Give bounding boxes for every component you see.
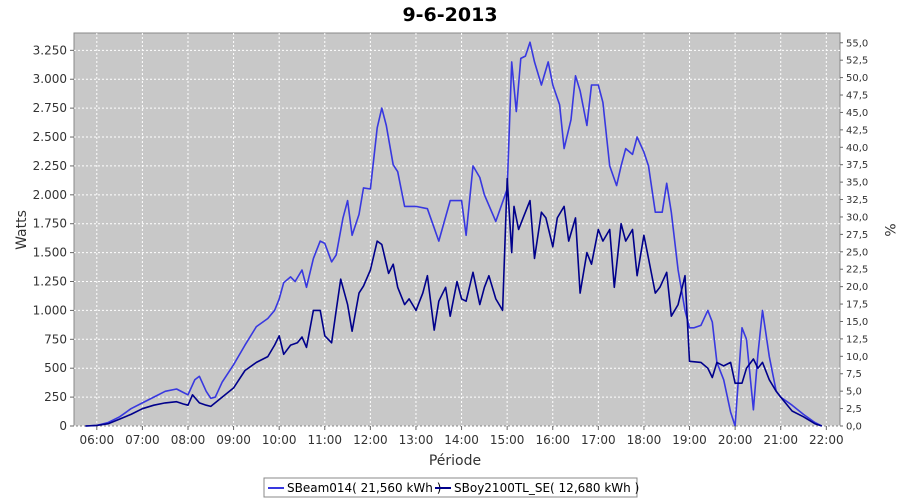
x-tick-label: 14:00 <box>444 433 479 447</box>
y2-tick-label: 2,5 <box>846 404 862 415</box>
series-layer <box>85 41 823 427</box>
y-tick-label: 1.000 <box>33 303 67 317</box>
y-tick-label: 0 <box>59 419 67 433</box>
y-tick-label: 250 <box>44 390 67 404</box>
y2-tick-label: 40,0 <box>846 143 868 154</box>
y2-tick-label: 42,5 <box>846 125 868 136</box>
grid <box>74 33 840 427</box>
x-tick-label: 18:00 <box>627 433 662 447</box>
chart-title: 9-6-2013 <box>402 4 497 26</box>
y-tick-label: 1.750 <box>33 217 67 231</box>
x-tick-label: 17:00 <box>581 433 616 447</box>
y2-axis-label: % <box>881 223 897 236</box>
x-tick-label: 15:00 <box>490 433 525 447</box>
y-tick-label: 3.000 <box>33 72 67 86</box>
x-tick-label: 07:00 <box>125 433 160 447</box>
y2-tick-label: 32,5 <box>846 195 868 206</box>
legend: SBeam014( 21,560 kWh ) SBoy2100TL_SE( 12… <box>263 477 639 498</box>
y-tick-label: 2.750 <box>33 101 67 115</box>
x-tick-label: 08:00 <box>171 433 206 447</box>
y2-tick-label: 7,5 <box>846 369 862 380</box>
y2-tick-label: 0,0 <box>846 422 862 433</box>
y2-tick-label: 5,0 <box>846 387 862 398</box>
x-tick-label: 06:00 <box>80 433 115 447</box>
series-line-1 <box>85 177 823 427</box>
y-tick-label: 2.500 <box>33 130 67 144</box>
x-tick-label: 09:00 <box>216 433 251 447</box>
x-tick-label: 13:00 <box>399 433 434 447</box>
x-tick-label: 11:00 <box>307 433 342 447</box>
x-axis-label: Période <box>429 453 481 469</box>
x-tick-label: 19:00 <box>672 433 707 447</box>
y2-tick-label: 37,5 <box>846 160 868 171</box>
x-tick-label: 16:00 <box>535 433 570 447</box>
y2-tick-label: 35,0 <box>846 178 868 189</box>
plot-area <box>73 32 841 427</box>
y-tick-label: 2.000 <box>33 188 67 202</box>
y2-tick-label: 52,5 <box>846 56 868 67</box>
y-axis-label: Watts <box>14 210 30 250</box>
y2-tick-label: 25,0 <box>846 247 868 258</box>
legend-entry-1: SBoy2100TL_SE( 12,680 kWh ) <box>454 481 639 495</box>
y-tick-label: 500 <box>44 361 67 375</box>
y2-tick-label: 22,5 <box>846 265 868 276</box>
legend-entry-0: SBeam014( 21,560 kWh ) <box>287 481 441 495</box>
y2-tick-label: 17,5 <box>846 300 868 311</box>
y2-tick-label: 50,0 <box>846 73 868 84</box>
y2-tick-label: 10,0 <box>846 352 868 363</box>
series-line-0 <box>85 41 823 427</box>
y2-tick-label: 15,0 <box>846 317 868 328</box>
y2-tick-label: 47,5 <box>846 91 868 102</box>
x-tick-label: 20:00 <box>718 433 753 447</box>
y-axis-left: 0 250 500 750 1.000 1.250 1.500 1.750 2.000 2.250… <box>33 43 74 433</box>
y-tick-label: 2.250 <box>33 159 67 173</box>
y-tick-label: 3.250 <box>33 43 67 57</box>
y2-tick-label: 30,0 <box>846 212 868 223</box>
y2-tick-label: 20,0 <box>846 282 868 293</box>
x-tick-label: 22:00 <box>809 433 844 447</box>
x-axis: 06:00 07:00 08:00 09:00 10:00 11:00 12:00 13:00… <box>80 426 844 447</box>
y-tick-label: 1.250 <box>33 275 67 289</box>
y-tick-label: 1.500 <box>33 246 67 260</box>
x-tick-label: 10:00 <box>262 433 297 447</box>
x-tick-label: 21:00 <box>763 433 798 447</box>
y2-tick-label: 55,0 <box>846 38 868 49</box>
y2-tick-label: 27,5 <box>846 230 868 241</box>
y-tick-label: 750 <box>44 332 67 346</box>
y2-tick-label: 45,0 <box>846 108 868 119</box>
x-tick-label: 12:00 <box>353 433 388 447</box>
y-axis-right: 0,0 2,5 5,0 7,5 10,0 12,5 15,0 17,5 20,0 22,5 25,0… <box>840 38 868 433</box>
y2-tick-label: 12,5 <box>846 334 868 345</box>
